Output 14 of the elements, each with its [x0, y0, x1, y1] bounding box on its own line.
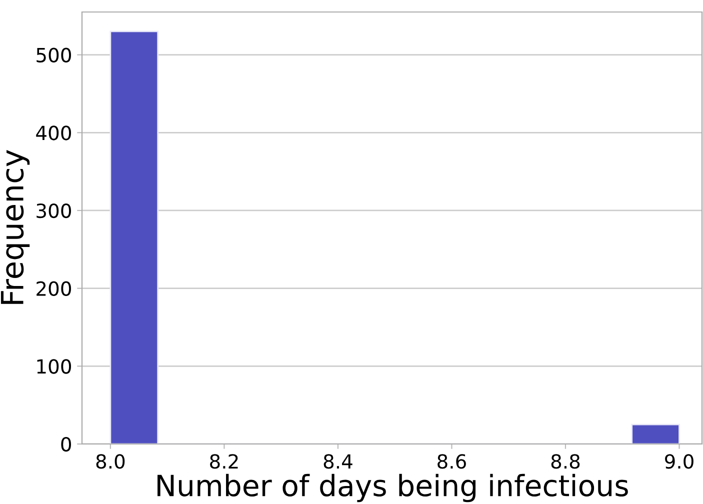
y-tick-label: 500: [36, 48, 71, 62]
x-tick-label: 8.4: [324, 454, 352, 469]
x-axis-title: Number of days being infectious: [158, 474, 628, 502]
y-tick-label: 400: [36, 126, 71, 140]
x-tick-label: 8.8: [551, 454, 580, 469]
y-tick-label: 300: [36, 203, 71, 218]
y-tick-label: 0: [61, 436, 71, 452]
y-tick-label: 200: [36, 281, 71, 296]
y-axis-title: Frequency: [0, 150, 30, 304]
x-tick-label: 8.2: [210, 454, 238, 469]
x-tick-label: 8.0: [96, 454, 125, 469]
y-tick-label: 100: [37, 359, 71, 374]
x-tick-label: 9.0: [665, 454, 694, 469]
x-tick-label: 8.6: [438, 454, 466, 469]
